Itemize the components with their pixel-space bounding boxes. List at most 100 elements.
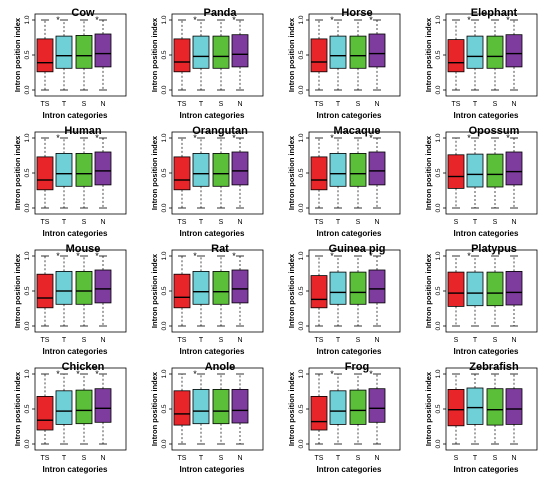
- panel-title: Zebrafish: [469, 361, 519, 373]
- y-axis-label: Intron position index: [424, 371, 433, 446]
- panel-title: Frog: [345, 361, 369, 373]
- box-ts: [310, 395, 328, 431]
- box-t: [192, 35, 210, 69]
- x-tick-label: T: [199, 219, 204, 226]
- significance-marker: *: [76, 369, 80, 379]
- y-tick-label: 0.5: [24, 168, 31, 177]
- box-s: [75, 35, 93, 69]
- x-axis-label: Intron categories: [454, 347, 519, 356]
- x-tick-label: N: [100, 455, 105, 462]
- panel-title: Guinea pig: [329, 243, 386, 255]
- y-axis-label: Intron position index: [424, 253, 433, 328]
- x-axis-label: Intron categories: [317, 347, 382, 356]
- panel-title: Human: [64, 125, 102, 137]
- x-axis-label: Intron categories: [180, 229, 245, 238]
- y-tick-label: 1.0: [435, 369, 442, 378]
- y-tick-label: 0.0: [435, 203, 442, 212]
- significance-marker: *: [193, 15, 197, 25]
- box-n: [231, 151, 249, 186]
- x-tick-label: TS: [315, 101, 324, 108]
- x-tick-label: T: [62, 455, 67, 462]
- x-tick-label: N: [100, 337, 105, 344]
- panel-title: Panda: [203, 7, 237, 19]
- y-tick-label: 1.0: [298, 133, 305, 142]
- x-axis-label: Intron categories: [454, 229, 519, 238]
- box-n: [368, 151, 386, 186]
- significance-marker: *: [95, 251, 99, 261]
- x-tick-label: N: [237, 101, 242, 108]
- x-tick-label: TS: [41, 337, 50, 344]
- y-tick-label: 0.0: [161, 321, 168, 330]
- y-tick-label: 0.5: [435, 404, 442, 413]
- x-tick-label: S: [82, 101, 87, 108]
- box-s: [212, 152, 230, 187]
- box-ts: [36, 395, 54, 431]
- box-n: [368, 33, 386, 68]
- y-tick-label: 1.0: [24, 133, 31, 142]
- significance-marker: *: [56, 369, 60, 379]
- box-n: [505, 270, 523, 306]
- x-tick-label: TS: [452, 101, 461, 108]
- x-tick-label: N: [374, 337, 379, 344]
- box-t: [466, 153, 484, 188]
- panel-title: Horse: [341, 7, 372, 19]
- box-t: [55, 35, 73, 69]
- significance-marker: *: [56, 133, 60, 143]
- box-ts: [447, 154, 465, 189]
- y-tick-label: 0.0: [298, 203, 305, 212]
- panel-title: Orangutan: [192, 125, 248, 137]
- significance-marker: *: [193, 133, 197, 143]
- significance-marker: *: [330, 251, 334, 261]
- box-s: [75, 389, 93, 425]
- y-tick-label: 0.0: [24, 85, 31, 94]
- significance-marker: *: [95, 369, 99, 379]
- box-t: [192, 270, 210, 305]
- y-axis-label: Intron position index: [13, 253, 22, 328]
- box-ts: [310, 275, 328, 309]
- significance-marker: *: [56, 251, 60, 261]
- x-tick-label: S: [493, 337, 498, 344]
- panel-title: Anole: [205, 361, 236, 373]
- panel-title: Mouse: [66, 243, 101, 255]
- significance-marker: *: [76, 251, 80, 261]
- y-tick-label: 0.5: [161, 168, 168, 177]
- y-tick-label: 1.0: [24, 369, 31, 378]
- y-axis-label: Intron position index: [150, 17, 159, 92]
- y-axis-label: Intron position index: [287, 253, 296, 328]
- box-ts: [36, 273, 54, 309]
- x-tick-label: S: [356, 455, 361, 462]
- significance-marker: *: [467, 133, 471, 143]
- y-tick-label: 0.0: [435, 439, 442, 448]
- x-axis-label: Intron categories: [180, 347, 245, 356]
- box-s: [212, 388, 230, 425]
- box-s: [486, 271, 504, 307]
- box-s: [349, 152, 367, 187]
- box-n: [94, 388, 112, 423]
- x-axis-label: Intron categories: [43, 111, 108, 120]
- x-tick-label: S: [493, 219, 498, 226]
- box-s: [349, 271, 367, 305]
- box-t: [55, 390, 73, 425]
- y-tick-label: 1.0: [161, 369, 168, 378]
- x-tick-label: S: [493, 455, 498, 462]
- y-tick-label: 0.5: [24, 286, 31, 295]
- x-tick-label: N: [374, 219, 379, 226]
- x-axis-label: Intron categories: [43, 347, 108, 356]
- x-tick-label: TS: [41, 101, 50, 108]
- y-tick-label: 1.0: [435, 15, 442, 24]
- x-tick-label: T: [62, 337, 67, 344]
- y-axis-label: Intron position index: [13, 17, 22, 92]
- box-n: [505, 34, 523, 68]
- box-s: [212, 35, 230, 69]
- y-axis-label: Intron position index: [287, 17, 296, 92]
- x-tick-label: S: [219, 337, 224, 344]
- x-axis-label: Intron categories: [43, 229, 108, 238]
- y-tick-label: 1.0: [161, 15, 168, 24]
- box-n: [94, 269, 112, 304]
- box-t: [192, 388, 210, 425]
- box-n: [231, 269, 249, 304]
